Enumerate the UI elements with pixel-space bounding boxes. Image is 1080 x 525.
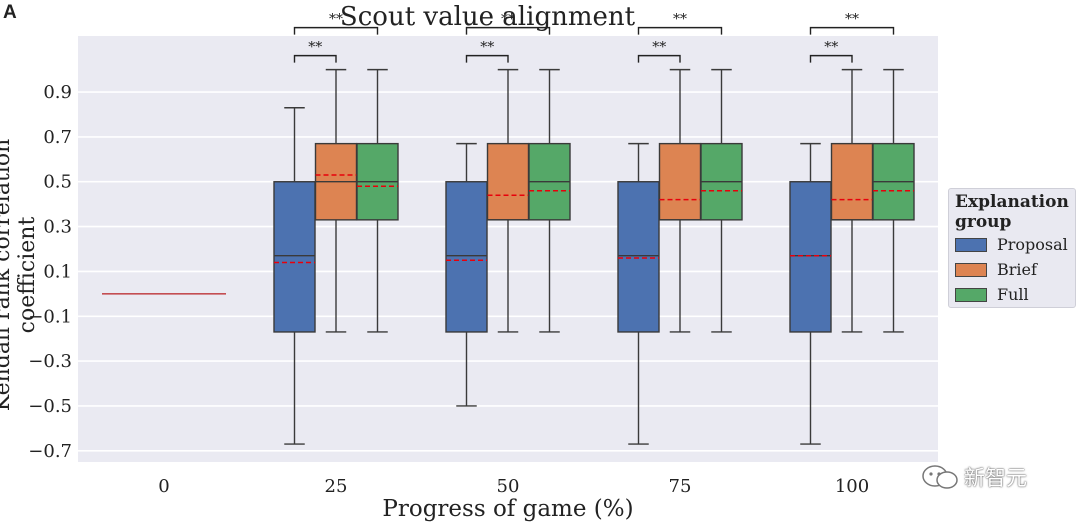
y-axis-label: Kendall rank correlation coefficient	[0, 138, 40, 412]
x-tick-label: 100	[835, 476, 869, 497]
box-proposal-25	[273, 107, 316, 445]
significance-bracket: **	[465, 40, 509, 63]
y-tick-label: 0.9	[43, 82, 72, 103]
significance-bracket: **	[809, 12, 895, 35]
significance-bracket: **	[809, 40, 853, 63]
legend-label-proposal: Proposal	[997, 235, 1068, 254]
y-tick-label: −0.5	[28, 396, 72, 417]
wechat-logo-icon	[922, 465, 958, 489]
box-brief-75	[658, 68, 702, 333]
bracket-line	[465, 26, 551, 35]
box-brief-50	[486, 68, 530, 333]
box-full-50	[528, 68, 571, 333]
box-iqr	[658, 142, 702, 221]
x-tick-label: 75	[669, 476, 692, 497]
bracket-line	[637, 26, 723, 35]
significance-bracket: **	[637, 12, 723, 35]
bracket-line	[809, 54, 853, 63]
bracket-line	[809, 26, 895, 35]
significance-label: **	[824, 40, 838, 56]
legend-label-full: Full	[997, 285, 1029, 304]
watermark-text: 新智元	[964, 466, 1027, 490]
legend-item-brief: Brief	[955, 257, 1069, 282]
legend-item-full: Full	[955, 282, 1069, 307]
y-tick-label: 0.1	[43, 261, 72, 282]
significance-label: **	[501, 12, 515, 28]
y-tick-label: −0.1	[28, 306, 72, 327]
significance-bracket: **	[293, 12, 379, 35]
legend-title-line-1: Explanation	[955, 192, 1069, 212]
legend-swatch-brief	[955, 262, 987, 277]
box-full-75	[700, 68, 743, 333]
significance-bracket: **	[293, 40, 337, 63]
legend-title-line-2: group	[955, 212, 1012, 232]
box-iqr	[830, 142, 874, 221]
box-iqr	[445, 181, 488, 333]
bracket-line	[293, 26, 379, 35]
box-brief-100	[830, 68, 874, 333]
y-tick-label: −0.3	[28, 351, 72, 372]
y-tick-label: 0.5	[43, 172, 72, 193]
box-full-25	[356, 68, 399, 333]
panel-label: A	[3, 2, 17, 23]
bracket-line	[465, 54, 509, 63]
bracket-line	[293, 54, 337, 63]
box-iqr	[789, 181, 832, 333]
box-full-100	[872, 68, 915, 333]
significance-bracket: **	[637, 40, 681, 63]
bracket-line	[637, 54, 681, 63]
x-tick-label: 50	[497, 476, 520, 497]
y-tick-label: 0.7	[43, 127, 72, 148]
legend-item-proposal: Proposal	[955, 232, 1069, 257]
x-axis-label: Progress of game (%)	[382, 496, 634, 522]
box-proposal-50	[445, 142, 488, 407]
significance-label: **	[480, 40, 494, 56]
significance-label: **	[652, 40, 666, 56]
y-tick-label: −0.7	[28, 441, 72, 462]
legend-swatch-full	[955, 287, 987, 302]
box-iqr	[486, 142, 530, 221]
x-tick-label: 25	[325, 476, 348, 497]
significance-bracket: **	[465, 12, 551, 35]
significance-label: **	[329, 12, 343, 28]
legend: Explanation group Proposal Brief Full	[948, 188, 1076, 308]
box-iqr	[617, 181, 660, 333]
box-proposal-75	[617, 142, 660, 445]
box-proposal-100	[789, 142, 832, 445]
significance-label: **	[308, 40, 322, 56]
x-tick-label: 0	[158, 476, 169, 497]
legend-swatch-proposal	[955, 237, 987, 252]
box-iqr	[273, 181, 316, 333]
y-tick-label: 0.3	[43, 217, 72, 238]
legend-label-brief: Brief	[997, 260, 1037, 279]
significance-label: **	[673, 12, 687, 28]
significance-label: **	[845, 12, 859, 28]
watermark: 新智元	[920, 462, 1027, 492]
